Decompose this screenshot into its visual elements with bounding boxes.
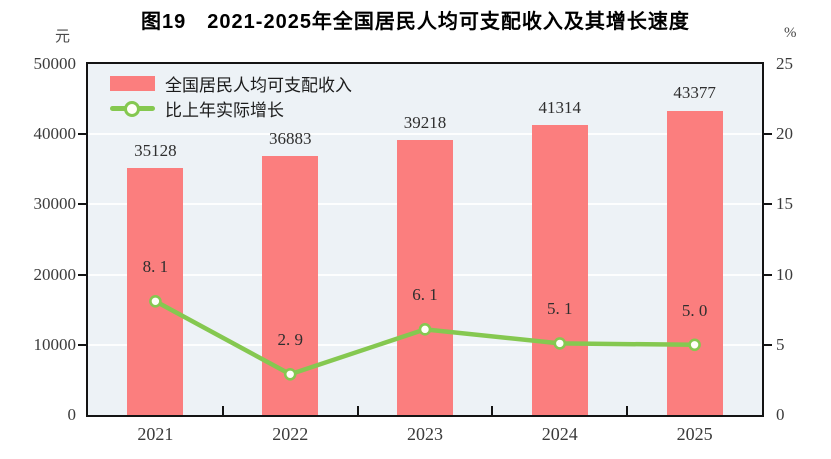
line-point-marker [688, 338, 701, 352]
line-point-marker [553, 337, 567, 350]
x-axis-boundary-tick [356, 406, 359, 415]
line-point-marker [418, 323, 432, 336]
x-axis-label: 2024 [541, 424, 578, 444]
y-axis-right-tick-label: 15 [776, 194, 793, 214]
line-point-marker [149, 294, 162, 308]
legend-item-growth: 比上年实际增长 [110, 96, 352, 121]
bar-value-label: 35128 [134, 141, 177, 161]
income-bar [127, 168, 184, 415]
growth-line [154, 299, 695, 377]
y-axis-right-tick-label: 10 [776, 264, 793, 284]
legend-item-income: 全国居民人均可支配收入 [110, 71, 352, 96]
y-axis-left-tick [78, 133, 86, 136]
x-axis-boundary-tick [626, 406, 629, 415]
y-axis-left-tick-label: 0 [67, 405, 77, 424]
x-axis-label: 2021 [137, 424, 174, 444]
plot-area: 全国居民人均可支配收入 比上年实际增长 35128 36883 39218 41314… [86, 62, 764, 417]
legend-item-label: 比上年实际增长 [165, 101, 284, 120]
x-axis-boundary-tick [221, 406, 224, 415]
bar-value-label: 43377 [673, 83, 716, 103]
y-axis-right-tick [764, 203, 772, 206]
chart-title: 图19 2021-2025年全国居民人均可支配收入及其增长速度 [141, 11, 690, 33]
y-axis-left-tick-label: 40000 [33, 124, 77, 144]
line-value-label: 6. 1 [412, 285, 438, 305]
y-axis-left-tick-label: 10000 [33, 334, 77, 354]
y-axis-left-tick-label: 50000 [33, 54, 77, 73]
right-axis-unit-label: % [784, 25, 797, 41]
y-axis-right-tick-label: 0 [776, 405, 785, 424]
y-axis-left-tick-label: 20000 [33, 264, 77, 284]
left-axis-unit-label: 元 [54, 29, 70, 45]
y-axis-right-tick-label: 20 [776, 124, 793, 144]
line-value-label: 8. 1 [142, 257, 169, 277]
income-bar [397, 139, 453, 415]
y-axis-right-tick-label: 25 [776, 54, 793, 73]
y-axis-left-tick [78, 273, 86, 276]
x-axis-label: 2025 [676, 424, 713, 444]
bar-value-label: 39218 [403, 112, 447, 132]
line-value-label: 5. 1 [547, 299, 573, 319]
line-series-marker-icon [110, 101, 155, 117]
line-point-marker [283, 367, 297, 381]
bar-value-label: 41314 [538, 97, 582, 117]
line-value-label: 2. 9 [277, 330, 303, 350]
y-axis-left-tick-label: 30000 [33, 194, 77, 214]
y-axis-left-tick [78, 203, 86, 206]
bar-value-label: 36883 [268, 129, 312, 149]
line-value-label: 5. 0 [681, 300, 708, 320]
y-axis-right-tick [764, 133, 772, 136]
x-axis-label: 2023 [407, 424, 443, 444]
legend: 全国居民人均可支配收入 比上年实际增长 [110, 71, 352, 121]
y-axis-right-tick-label: 5 [776, 334, 785, 354]
bar-series-swatch-icon [110, 76, 155, 91]
income-bar [666, 110, 723, 415]
x-axis-boundary-tick [491, 406, 494, 415]
y-axis-right-tick [764, 273, 772, 276]
legend-item-label: 全国居民人均可支配收入 [165, 76, 352, 95]
y-axis-right-tick [764, 343, 772, 346]
growth-line-chart [149, 294, 701, 381]
gridline [88, 133, 762, 136]
income-bar [531, 124, 588, 415]
x-axis-label: 2022 [272, 424, 309, 444]
y-axis-left-tick [78, 343, 86, 346]
